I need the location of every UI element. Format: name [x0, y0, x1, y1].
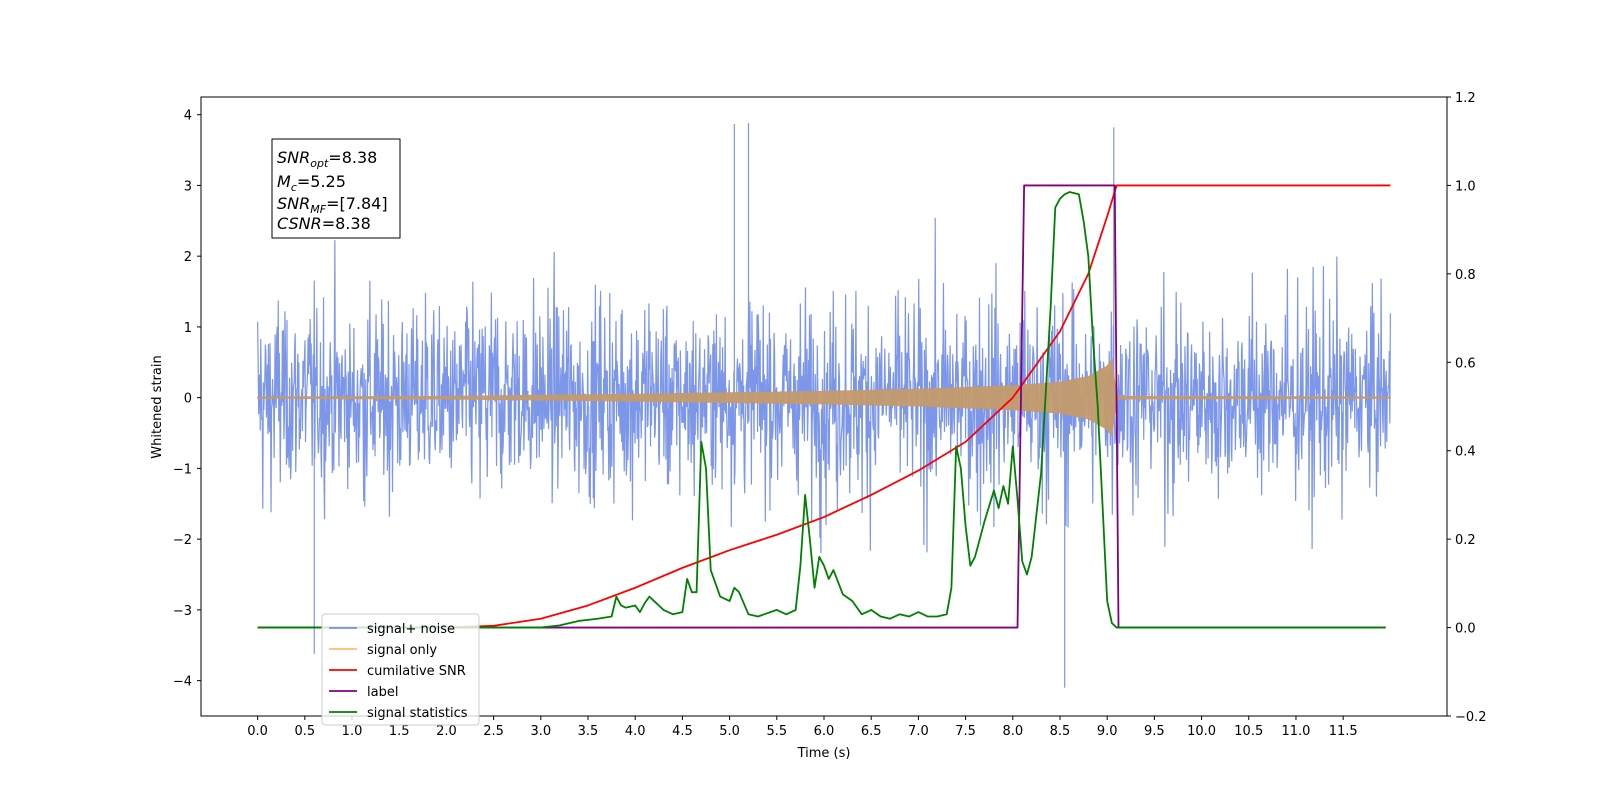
annotation-box: SNRopt=8.38 Mc=5.25 SNRMF=[7.84] CSNR=8.…	[271, 138, 401, 239]
x-axis-label: Time (s)	[797, 746, 851, 761]
x-tick-label: 3.0	[530, 724, 551, 739]
y-right-tick-label: 0.0	[1455, 622, 1476, 637]
y-right-tick-label: −0.2	[1455, 710, 1487, 725]
x-tick-label: 1.5	[389, 724, 410, 739]
y-right-tick-label: 0.8	[1455, 268, 1476, 283]
y-right-tick-label: 1.0	[1455, 179, 1476, 194]
y-left-tick-label: −3	[173, 604, 192, 619]
x-tick-label: 0.5	[294, 724, 315, 739]
annotation-snr-mf: SNRMF=[7.84]	[277, 194, 388, 216]
x-tick-label: 7.5	[955, 724, 976, 739]
x-tick-label: 10.0	[1187, 724, 1216, 739]
x-tick-label: 10.5	[1234, 724, 1263, 739]
legend-item-signal-only-text: signal only	[367, 643, 437, 658]
x-tick-label: 9.0	[1097, 724, 1118, 739]
x-tick-label: 4.5	[672, 724, 693, 739]
x-tick-label: 9.5	[1144, 724, 1165, 739]
x-axis: 0.0 0.5 1.0 1.5 2.0 2.5 3.0 3.5 4.0 4.5 5.0 5.5 6.0 6…	[247, 716, 1358, 739]
right-y-axis: 1.2 1.0 0.8 0.6 0.4 0.2 0.0 −0.2	[1447, 91, 1487, 725]
series-signal-statistics-line	[257, 191, 1386, 629]
series-signal-only-band	[257, 357, 1391, 438]
x-tick-label: 2.5	[483, 724, 504, 739]
legend-frame	[321, 613, 480, 726]
legend-item-signal-statistics-text: signal statistics	[367, 706, 468, 721]
x-tick-label: 6.5	[861, 724, 882, 739]
y-right-tick-label: 0.4	[1455, 445, 1476, 460]
y-axis-label: Whitened strain	[150, 355, 165, 458]
legend-item-cumulative-snr-text: cumilative SNR	[367, 664, 466, 679]
y-right-tick-label: 1.2	[1455, 91, 1476, 106]
y-left-tick-label: −2	[173, 533, 192, 548]
y-left-tick-label: 0	[184, 392, 192, 407]
legend: signal+ noise signal only cumilative SNR la…	[321, 613, 480, 726]
x-tick-label: 7.0	[908, 724, 929, 739]
annotation-csnr: CSNR=8.38	[277, 214, 371, 233]
x-tick-label: 8.5	[1050, 724, 1071, 739]
x-tick-label: 5.0	[719, 724, 740, 739]
x-tick-label: 5.5	[766, 724, 787, 739]
x-tick-label: 8.0	[1002, 724, 1023, 739]
annotation-snr-opt: SNRopt=8.38	[277, 148, 377, 170]
y-right-tick-label: 0.2	[1455, 533, 1476, 548]
series-cumulative-snr-line	[257, 184, 1391, 629]
y-left-tick-label: 3	[184, 179, 192, 194]
series-signal-noise-line	[257, 123, 1391, 688]
x-tick-label: 3.5	[578, 724, 599, 739]
legend-item-label-text: label	[367, 685, 398, 700]
y-left-tick-label: −1	[173, 462, 192, 477]
y-left-tick-label: 4	[184, 109, 192, 124]
plot-area	[257, 123, 1391, 688]
y-right-tick-label: 0.6	[1455, 356, 1476, 371]
x-tick-label: 2.0	[436, 724, 457, 739]
y-left-tick-label: 2	[184, 250, 192, 265]
legend-item-signal-noise-text: signal+ noise	[367, 622, 455, 637]
annotation-frame	[271, 138, 401, 239]
x-tick-label: 6.0	[814, 724, 835, 739]
y-left-tick-label: 1	[184, 321, 192, 336]
x-tick-label: 11.0	[1281, 724, 1310, 739]
y-left-tick-label: −4	[173, 675, 192, 690]
x-tick-label: 11.5	[1329, 724, 1358, 739]
x-tick-label: 0.0	[247, 724, 268, 739]
x-tick-label: 1.0	[342, 724, 363, 739]
x-tick-label: 4.0	[625, 724, 646, 739]
left-y-axis: 4 3 2 1 0 −1 −2 −3 −4	[173, 109, 201, 690]
annotation-mc: Mc=5.25	[277, 172, 346, 194]
